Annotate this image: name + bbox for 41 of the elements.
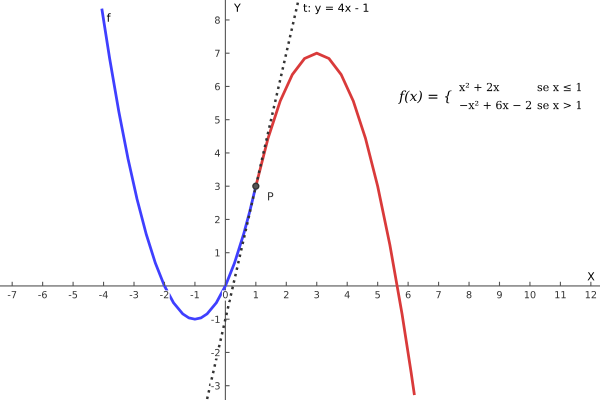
y-tick-label: 2 [215, 216, 220, 224]
x-tick-label: 11 [555, 291, 566, 298]
y-tick-label: 6 [215, 82, 220, 90]
x-tick-label: -7 [8, 291, 16, 298]
x-tick-label: -3 [130, 290, 138, 298]
annotation: −x² + 6x − 2 [460, 100, 532, 110]
y-tick-label: 1 [215, 249, 220, 256]
y-tick-label: -2 [211, 348, 220, 356]
y-tick-label: 4 [214, 150, 220, 157]
x-tick-label: 8 [466, 290, 472, 298]
x-tick-label: 12 [586, 290, 596, 298]
x-tick-label: 1 [254, 291, 258, 298]
y-tick-label: 7 [215, 50, 220, 57]
x-tick-label: -2 [160, 290, 168, 298]
x-tick-label: 4 [344, 291, 350, 298]
annotation: x² + 2x [459, 82, 500, 92]
y-tick-label: -1 [211, 316, 220, 323]
x-tick-label: -6 [38, 290, 47, 298]
x-tick-label: -4 [99, 291, 108, 298]
x-tick-label: 2 [284, 290, 288, 298]
x-tick-label: -1 [190, 291, 199, 298]
x-tick-label: 0 [222, 290, 228, 298]
annotation: P [268, 192, 274, 200]
x-tick-label: 3 [314, 290, 320, 298]
x-axis-title: X [588, 272, 594, 280]
y-tick-label: -3 [211, 382, 220, 390]
annotation: se x ≤ 1 [538, 82, 581, 92]
x-tick-label: 6 [406, 290, 411, 298]
annotation: f(x) = { [398, 90, 452, 104]
series-label: f [106, 13, 111, 22]
x-tick-label: 7 [436, 291, 441, 298]
x-tick-label: 10 [524, 290, 536, 298]
annotation: se x > 1 [538, 100, 581, 110]
y-tick-label: 5 [215, 116, 220, 124]
x-tick-label: 5 [375, 291, 380, 298]
y-tick-label: 8 [214, 16, 220, 24]
x-tick-label: -5 [68, 291, 78, 298]
series-label: t: y = 4x - 1 [303, 4, 368, 14]
y-tick-label: 3 [215, 182, 220, 190]
x-tick-label: 9 [497, 290, 502, 298]
y-axis-title: Y [234, 4, 241, 12]
